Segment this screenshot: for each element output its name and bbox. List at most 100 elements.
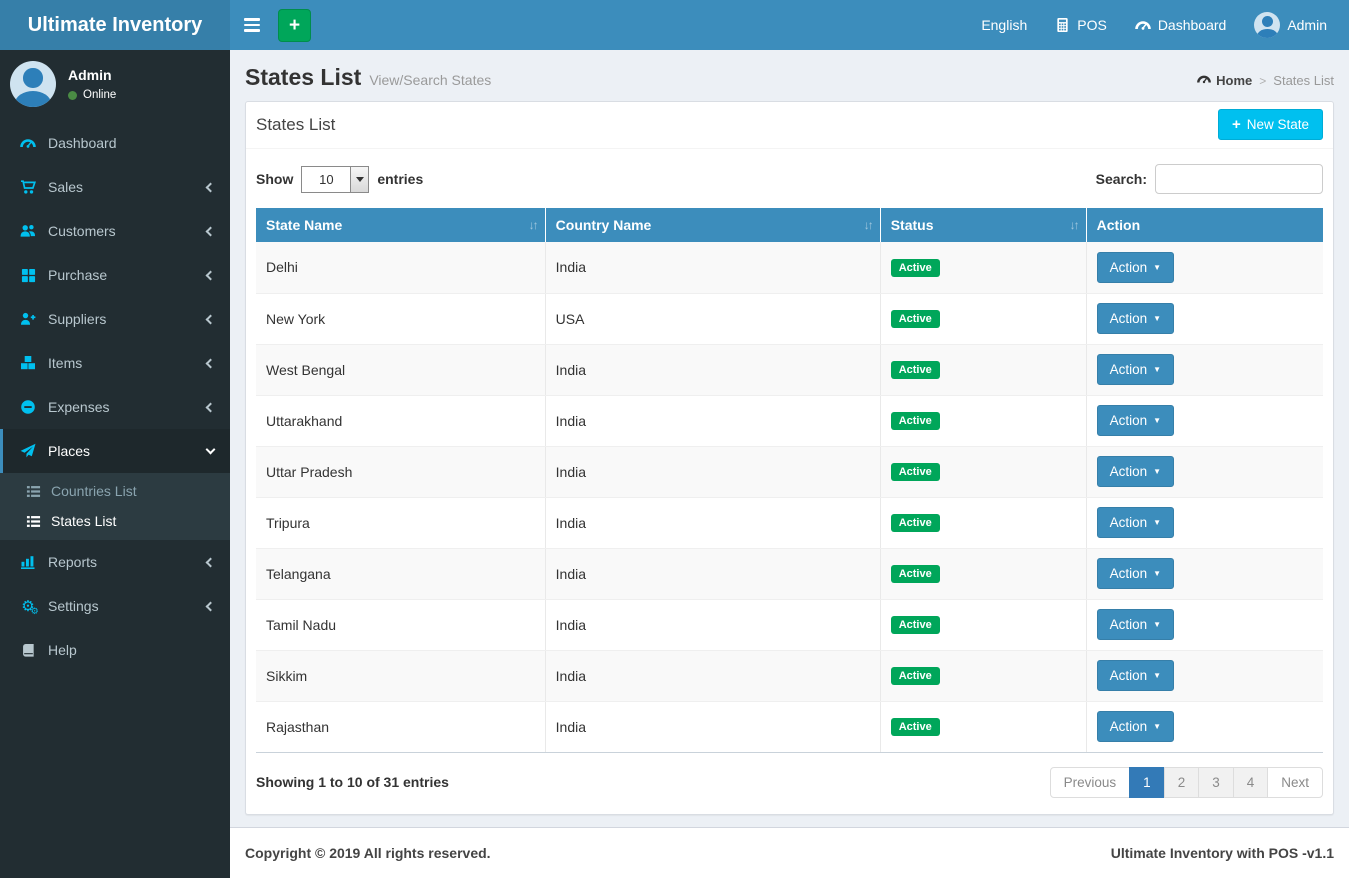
pagination-page-1[interactable]: 1: [1129, 766, 1165, 798]
minus-circle-icon: [15, 399, 41, 415]
nav-user[interactable]: Admin: [1240, 0, 1341, 50]
breadcrumb-home-link[interactable]: Home: [1197, 72, 1252, 89]
main-content: States List View/Search States Home > Sta…: [230, 0, 1349, 815]
app-logo[interactable]: Ultimate Inventory: [0, 0, 230, 50]
pagination-previous[interactable]: Previous: [1049, 766, 1131, 798]
status-badge: Active: [890, 258, 940, 277]
sidebar-item-places[interactable]: Places: [0, 429, 230, 473]
sidebar-item-label: Suppliers: [48, 311, 107, 327]
sort-icon: ↓↑: [1069, 218, 1080, 232]
quick-add-button[interactable]: +: [278, 8, 311, 42]
user-avatar: [1254, 12, 1281, 38]
sidebar-item-states-list[interactable]: States List: [0, 506, 230, 536]
sidebar-item-label: Dashboard: [48, 135, 117, 151]
state-name-cell: New York: [256, 293, 546, 345]
table-row: West Bengal India Active Action ▼: [256, 344, 1323, 396]
sidebar-item-label: Customers: [48, 223, 116, 239]
state-name-cell: Uttarakhand: [256, 395, 546, 447]
column-header-country-name[interactable]: Country Name ↓↑: [545, 208, 881, 242]
sidebar-item-label: Purchase: [48, 267, 108, 283]
status-badge: Active: [890, 616, 940, 634]
country-name-cell: India: [545, 497, 881, 549]
pagination-page-2[interactable]: 2: [1163, 766, 1200, 798]
pagination-page-4[interactable]: 4: [1232, 766, 1269, 798]
grid-icon: [15, 268, 41, 283]
user-plus-icon: [15, 311, 41, 327]
row-action-button[interactable]: Action ▼: [1096, 711, 1175, 742]
sidebar-item-settings[interactable]: ⚙ ⚙ Settings: [0, 584, 230, 628]
sidebar-item-reports[interactable]: Reports: [0, 540, 230, 584]
pagination-page-3[interactable]: 3: [1198, 766, 1234, 798]
state-name-cell: Rajasthan: [256, 701, 546, 753]
sidebar-toggle-button[interactable]: [230, 0, 274, 50]
caret-down-icon: ▼: [1153, 416, 1162, 425]
caret-down-icon: ▼: [1153, 314, 1162, 323]
user-name: Admin: [68, 67, 112, 83]
sidebar-item-label: Expenses: [48, 399, 110, 415]
pagination-next[interactable]: Next: [1267, 766, 1323, 798]
sidebar-item-customers[interactable]: Customers: [0, 209, 230, 253]
column-header-state-name[interactable]: State Name ↓↑: [256, 208, 546, 242]
nav-pos[interactable]: POS: [1041, 0, 1121, 50]
status-badge: Active: [890, 667, 940, 685]
chevron-down-icon: [205, 444, 216, 455]
sidebar-item-countries-list[interactable]: Countries List: [0, 476, 230, 506]
page-length-select[interactable]: 10: [301, 165, 370, 193]
sidebar-item-help[interactable]: Help: [0, 628, 230, 672]
country-name-cell: USA: [545, 293, 881, 345]
breadcrumb-current: States List: [1273, 73, 1334, 88]
sidebar-item-purchase[interactable]: Purchase: [0, 253, 230, 297]
sidebar-item-label: Reports: [48, 554, 98, 570]
sidebar-item-label: States List: [51, 513, 117, 529]
state-name-cell: Telangana: [256, 548, 546, 600]
nav-language[interactable]: English: [981, 17, 1028, 33]
cart-icon: [15, 179, 41, 195]
sidebar-item-expenses[interactable]: Expenses: [0, 385, 230, 429]
row-action-button[interactable]: Action ▼: [1096, 660, 1175, 691]
caret-down-icon: ▼: [1153, 467, 1162, 476]
page-title: States List: [245, 64, 362, 90]
gauge-icon: [1135, 17, 1151, 33]
card-title: States List: [256, 115, 336, 134]
gears-icon: ⚙ ⚙: [21, 597, 39, 616]
new-state-button[interactable]: + New State: [1217, 109, 1323, 140]
row-action-button[interactable]: Action ▼: [1096, 251, 1175, 283]
list-icon: [22, 484, 44, 499]
nav-dashboard[interactable]: Dashboard: [1121, 0, 1241, 50]
search-input[interactable]: [1155, 164, 1323, 194]
state-name-cell: Uttar Pradesh: [256, 446, 546, 498]
column-header-status[interactable]: Status ↓↑: [880, 208, 1087, 242]
sort-icon: ↓↑: [528, 218, 539, 232]
table-row: Uttarakhand India Active Action ▼: [256, 395, 1323, 447]
sidebar-item-items[interactable]: Items: [0, 341, 230, 385]
entries-info: Showing 1 to 10 of 31 entries: [256, 774, 449, 790]
sidebar: Ultimate Inventory Admin Online Dashboar…: [0, 0, 230, 878]
page-length-value: 10: [319, 171, 334, 187]
chevron-left-icon: [205, 226, 216, 236]
row-action-button[interactable]: Action ▼: [1096, 456, 1175, 487]
chevron-left-icon: [205, 314, 216, 324]
copyright-text: Copyright © 2019 All rights reserved.: [245, 845, 491, 861]
caret-down-icon: ▼: [1153, 518, 1162, 527]
sidebar-item-dashboard[interactable]: Dashboard: [0, 121, 230, 165]
table-row: New York USA Active Action ▼: [256, 293, 1323, 345]
row-action-button[interactable]: Action ▼: [1096, 507, 1175, 538]
cubes-icon: [15, 355, 41, 371]
row-action-button[interactable]: Action ▼: [1096, 558, 1175, 589]
country-name-cell: India: [545, 242, 881, 294]
row-action-button[interactable]: Action ▼: [1096, 609, 1175, 640]
sidebar-item-suppliers[interactable]: Suppliers: [0, 297, 230, 341]
version-text: Ultimate Inventory with POS -v1.1: [1110, 845, 1334, 861]
pagination: Previous 1 2 3 4 Next: [1049, 766, 1323, 798]
country-name-cell: India: [545, 548, 881, 600]
sidebar-item-label: Help: [48, 642, 77, 658]
calculator-icon: [1055, 17, 1070, 33]
state-name-cell: West Bengal: [256, 344, 546, 396]
sidebar-item-sales[interactable]: Sales: [0, 165, 230, 209]
online-status-icon: [68, 90, 77, 100]
state-name-cell: Sikkim: [256, 650, 546, 702]
user-status[interactable]: Online: [68, 89, 116, 101]
row-action-button[interactable]: Action ▼: [1096, 354, 1175, 385]
row-action-button[interactable]: Action ▼: [1096, 405, 1175, 436]
row-action-button[interactable]: Action ▼: [1096, 303, 1175, 334]
